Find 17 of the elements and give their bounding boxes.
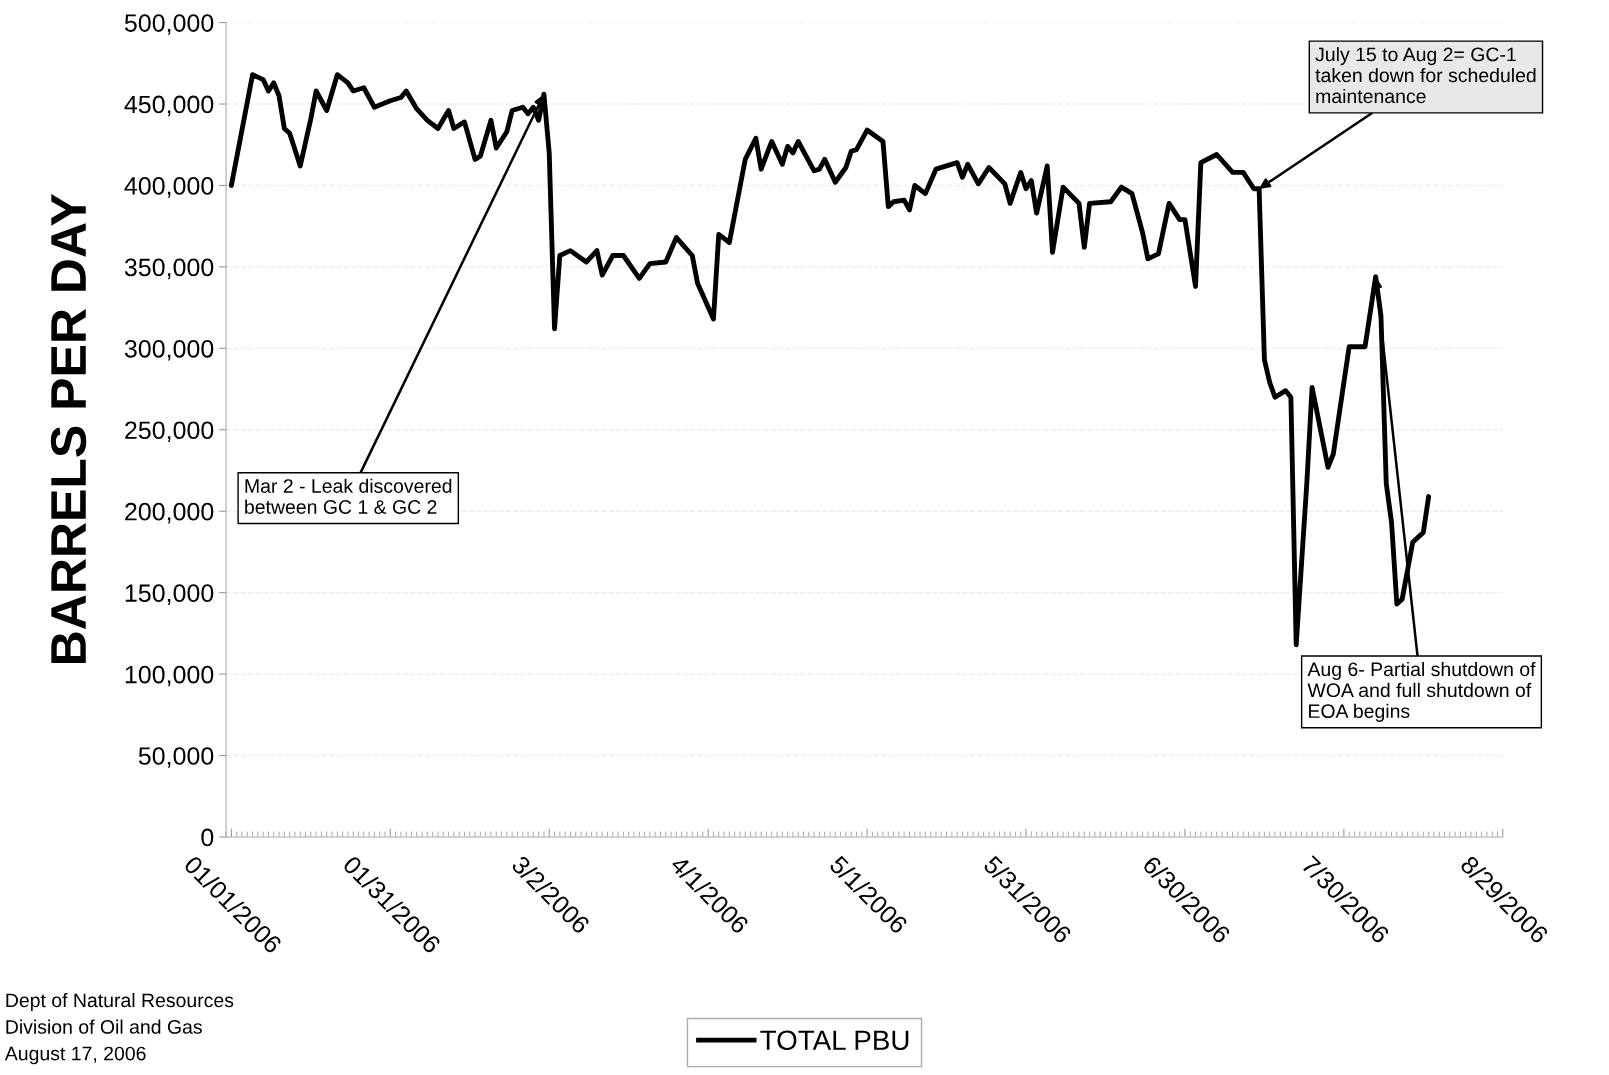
y-tick-label: 200,000 bbox=[125, 502, 214, 524]
y-tick-label: 100,000 bbox=[125, 665, 214, 687]
y-tick-label: 150,000 bbox=[125, 584, 214, 605]
y-tick-label: 500,000 bbox=[124, 14, 214, 35]
y-tick-label: 450,000 bbox=[124, 95, 214, 117]
annotation: Aug 6- Partial shutdown of WOA and full shutdown of EOA begins bbox=[1307, 661, 1536, 722]
y-tick-label: 50,000 bbox=[138, 747, 214, 768]
y-axis-title: BARRELS PER DAY bbox=[50, 193, 87, 664]
annotation: Mar 2 - Leak discovered between GC 1 & GC 2 bbox=[245, 478, 452, 514]
y-tick-label: 250,000 bbox=[125, 421, 214, 443]
legend-label: TOTAL PBU bbox=[760, 1030, 909, 1051]
y-tick-label: 400,000 bbox=[124, 177, 214, 198]
annotation: July 15 to Aug 2= GC-1 taken down for scheduled maintenance bbox=[1315, 47, 1536, 104]
text: Dept of Natural Resources Division of Oil and Gas August 17, 2006 bbox=[4, 992, 234, 1065]
y-tick-label: 0 bbox=[201, 828, 214, 847]
y-tick-label: 350,000 bbox=[124, 258, 214, 280]
y-tick-label: 300,000 bbox=[124, 339, 214, 361]
